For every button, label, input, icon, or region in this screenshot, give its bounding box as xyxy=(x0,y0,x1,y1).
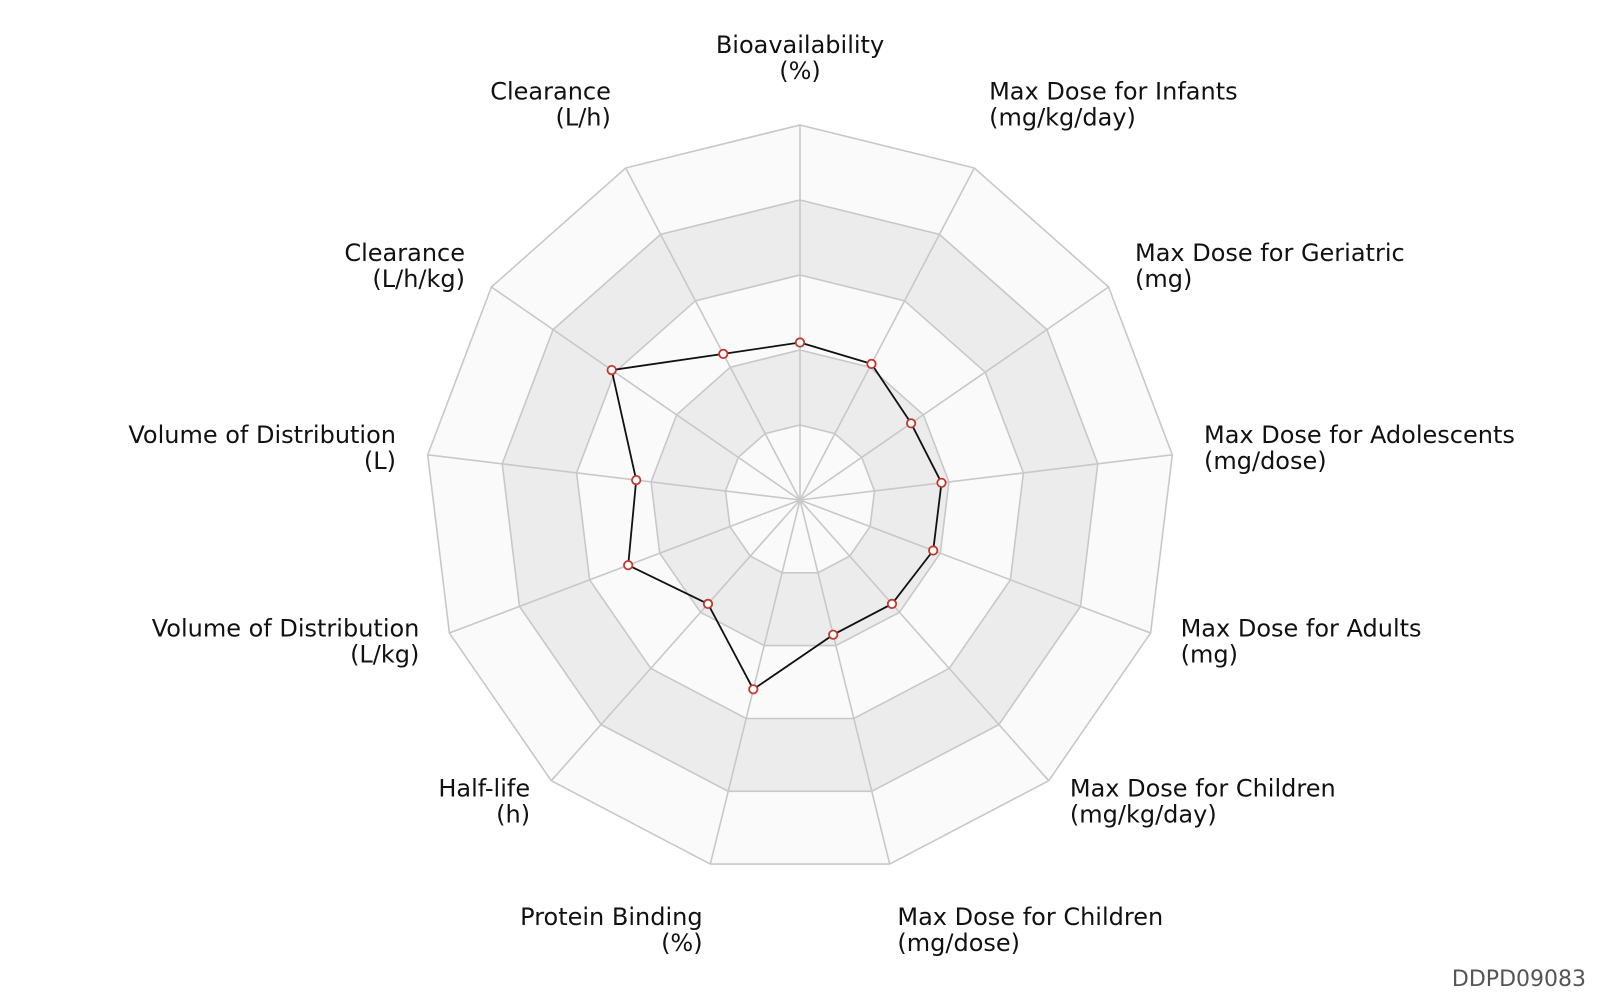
figure-id: DDPD09083 xyxy=(1451,967,1586,992)
radar-point-7 xyxy=(748,684,759,695)
axis-label-name: Bioavailability xyxy=(716,31,884,59)
radar-spoke-2 xyxy=(799,286,1110,501)
radar-spoke-12 xyxy=(624,167,801,501)
axis-label-name: Volume of Distribution xyxy=(152,614,420,642)
axis-label-5: Max Dose for Children (mg/kg/day) xyxy=(1070,775,1336,829)
axis-label-name: Max Dose for Children xyxy=(897,903,1163,931)
radar-spoke-7 xyxy=(709,499,801,865)
axis-label-name: Clearance xyxy=(490,78,611,106)
radar-point-2 xyxy=(905,418,917,429)
radar-point-10 xyxy=(631,474,642,486)
axis-label-unit: (%) xyxy=(779,57,821,85)
radar-point-8 xyxy=(702,598,714,610)
radar-spoke-11 xyxy=(490,286,801,501)
radar-spoke-5 xyxy=(799,499,1050,782)
axis-label-unit: (mg) xyxy=(1135,265,1192,293)
axis-label-9: Volume of Distribution (L/kg) xyxy=(152,614,420,668)
axis-label-2: Max Dose for Geriatric (mg) xyxy=(1135,239,1405,293)
radar-spoke-4 xyxy=(799,499,1151,634)
radar-point-5 xyxy=(886,598,898,610)
radar-point-11 xyxy=(606,364,617,376)
axis-label-unit: (mg/kg/day) xyxy=(1070,801,1217,829)
radar-spoke-3 xyxy=(799,454,1173,501)
axis-label-name: Volume of Distribution xyxy=(128,421,396,449)
axis-label-unit: (mg) xyxy=(1181,640,1238,668)
axis-label-11: Clearance (L/h/kg) xyxy=(344,239,465,293)
axis-label-name: Max Dose for Adults xyxy=(1181,614,1422,642)
axis-label-4: Max Dose for Adults (mg) xyxy=(1181,614,1422,668)
radar-point-6 xyxy=(828,629,839,640)
axis-label-unit: (L/h/kg) xyxy=(372,265,465,293)
axis-label-unit: (L) xyxy=(364,447,396,475)
radar-series xyxy=(606,337,947,695)
radar-point-9 xyxy=(623,560,634,571)
axis-label-8: Half-life (h) xyxy=(438,775,530,829)
radar-spoke-6 xyxy=(799,499,891,865)
axis-label-unit: (mg/dose) xyxy=(1204,447,1327,475)
radar-axis-labels: Bioavailability (%)Max Dose for Infants (m… xyxy=(128,31,1515,957)
axis-label-unit: (L/kg) xyxy=(350,640,419,668)
axis-label-name: Max Dose for Children xyxy=(1070,775,1336,803)
radar-spoke-10 xyxy=(427,454,801,501)
axis-label-name: Max Dose for Infants xyxy=(989,78,1238,106)
axis-label-1: Max Dose for Infants (mg/kg/day) xyxy=(989,78,1238,132)
radar-point-4 xyxy=(928,545,939,556)
axis-label-name: Clearance xyxy=(344,239,465,267)
axis-label-6: Max Dose for Children (mg/dose) xyxy=(897,903,1163,957)
axis-label-name: Max Dose for Geriatric xyxy=(1135,239,1405,267)
axis-label-unit: (h) xyxy=(496,801,530,829)
radar-spoke-1 xyxy=(799,167,976,501)
axis-label-name: Half-life xyxy=(438,775,530,803)
axis-label-7: Protein Binding (%) xyxy=(520,903,702,957)
axis-label-12: Clearance (L/h) xyxy=(490,78,611,132)
axis-label-name: Protein Binding xyxy=(520,903,702,931)
radar-spoke-8 xyxy=(550,499,801,782)
axis-label-10: Volume of Distribution (L) xyxy=(128,421,396,475)
axis-label-name: Max Dose for Adolescents xyxy=(1204,421,1515,449)
radar-point-0 xyxy=(794,337,806,348)
axis-label-unit: (mg/dose) xyxy=(897,929,1020,957)
radar-series-line xyxy=(610,341,943,691)
radar-point-1 xyxy=(866,358,877,369)
radar-point-12 xyxy=(718,348,729,359)
axis-label-unit: (L/h) xyxy=(555,104,610,132)
radar-point-3 xyxy=(936,477,947,488)
axis-label-unit: (mg/kg/day) xyxy=(989,104,1136,132)
axis-label-unit: (%) xyxy=(661,929,703,957)
axis-label-3: Max Dose for Adolescents (mg/dose) xyxy=(1204,421,1515,475)
axis-label-0: Bioavailability (%) xyxy=(716,31,884,85)
